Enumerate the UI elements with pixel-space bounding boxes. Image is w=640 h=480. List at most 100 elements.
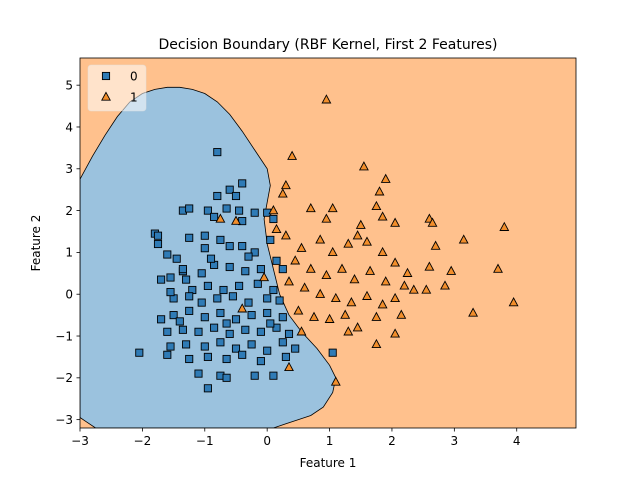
class-1-point (290, 255, 301, 265)
class-1-point (493, 263, 503, 273)
class-1-point (340, 309, 351, 319)
class-1-point (299, 282, 310, 292)
class-0-point (278, 265, 287, 274)
class-1-point (268, 205, 279, 215)
class-0-point (241, 325, 250, 334)
y-axis-label: Feature 2 (29, 215, 43, 272)
class-1-point (390, 217, 401, 227)
class-0-point (185, 204, 194, 213)
class-0-point (244, 252, 253, 261)
class-0-point (216, 308, 225, 318)
class-1-point (390, 257, 401, 267)
y-tick-label: 1 (65, 246, 73, 260)
class-1-point (277, 188, 288, 198)
class-0-point (272, 323, 281, 332)
class-1-point (343, 326, 354, 336)
class-1-point (352, 322, 363, 332)
class-0-point (263, 294, 272, 303)
class-0-point (263, 308, 272, 318)
class-0-point (266, 319, 275, 328)
class-1-point (508, 297, 519, 307)
class-1-point (327, 202, 338, 213)
class-1-point (296, 242, 307, 252)
class-0-point (206, 254, 216, 263)
class-1-point (362, 290, 372, 300)
class-1-point (324, 313, 335, 323)
plot-frame (79, 57, 577, 429)
x-tick-label: 1 (326, 434, 334, 448)
class-0-point (178, 325, 187, 334)
class-1-point (330, 292, 341, 303)
class-1-point (355, 219, 366, 229)
class-0-point (175, 317, 184, 326)
class-0-point (275, 296, 284, 305)
class-0-point (291, 344, 300, 353)
class-0-point (284, 329, 294, 338)
class-1-point (390, 292, 401, 303)
class-0-point (269, 214, 278, 224)
class-1-point (321, 269, 332, 280)
class-0-point (225, 329, 234, 338)
class-1-point (358, 161, 369, 171)
class-1-point (371, 311, 382, 321)
class-0-point (269, 285, 278, 295)
class-1-point (371, 338, 382, 349)
class-1-point (309, 311, 319, 321)
class-1-point (231, 215, 241, 225)
class-1-point (424, 261, 435, 271)
class-0-point (281, 352, 290, 361)
class-0-point (213, 294, 222, 303)
class-1-point (390, 328, 401, 338)
x-tick-label: 2 (388, 434, 396, 448)
class-0-point (256, 265, 265, 274)
class-0-point (272, 256, 281, 265)
class-0-point (203, 352, 212, 361)
class-1-point (284, 361, 294, 372)
x-tick-label: −1 (196, 434, 214, 448)
chart-title: Decision Boundary (RBF Kernel, First 2 F… (158, 37, 497, 53)
class-0-point (182, 340, 191, 349)
class-1-point (237, 303, 248, 313)
class-1-point (374, 186, 385, 196)
class-0-point (219, 285, 228, 295)
class-0-point (225, 262, 234, 272)
class-0-point (200, 244, 209, 253)
class-0-point (203, 384, 212, 393)
class-1-point (365, 265, 376, 275)
class-0-point (250, 248, 259, 257)
class-0-point (328, 348, 337, 357)
class-1-point (346, 297, 357, 307)
legend-label-0: 0 (130, 69, 138, 83)
class-0-point (185, 354, 194, 364)
class-1-point (352, 230, 363, 240)
x-tick-label: 3 (451, 434, 459, 448)
class-0-point (269, 371, 278, 380)
class-1-point (380, 276, 391, 286)
class-0-point (253, 279, 262, 288)
class-0-point (266, 235, 275, 244)
class-0-point (225, 242, 234, 251)
class-1-point (377, 211, 388, 221)
y-tick-label: 0 (65, 288, 73, 302)
class-0-point (235, 281, 244, 290)
class-1-point (305, 202, 316, 213)
class-1-point (427, 217, 438, 227)
class-0-point (278, 338, 287, 347)
class-0-point (169, 311, 178, 320)
class-1-point (343, 238, 354, 248)
legend-label-1: 1 (130, 90, 138, 104)
class-1-point (430, 240, 441, 250)
class-0-point (256, 327, 265, 336)
class-1-point (287, 150, 298, 160)
class-0-point (203, 206, 212, 215)
class-1-point (315, 288, 326, 298)
y-tick-label: 5 (65, 78, 73, 92)
class-1-point (402, 267, 413, 277)
class-0-point (238, 179, 247, 188)
class-1-point (377, 299, 388, 309)
x-tick-label: 0 (263, 434, 271, 448)
class-0-point (250, 371, 259, 380)
class-0-point (278, 313, 287, 322)
class-1-point (440, 280, 450, 290)
class-0-point (157, 315, 166, 324)
